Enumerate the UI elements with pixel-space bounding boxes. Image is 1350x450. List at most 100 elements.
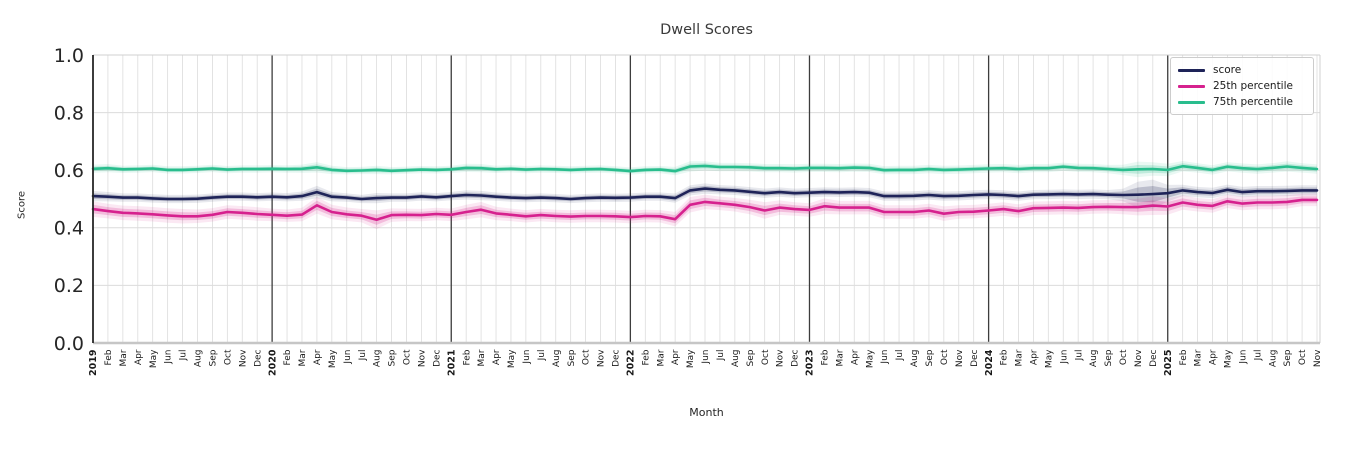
- x-tick-label-month: Jun: [164, 350, 174, 365]
- x-tick-label-month: Dec: [791, 349, 801, 366]
- x-tick-label-month: Aug: [1089, 350, 1099, 368]
- x-tick-label-month: Mar: [835, 349, 845, 366]
- x-tick-label-month: Apr: [134, 349, 144, 365]
- x-tick-label-month: May: [1044, 349, 1054, 368]
- x-tick-label-month: Aug: [552, 350, 562, 368]
- series-score: [91, 179, 1319, 209]
- y-tick-label: 0.2: [54, 275, 84, 297]
- x-tick-label-month: Mar: [119, 349, 129, 366]
- chart-title: Dwell Scores: [660, 22, 753, 38]
- x-tick-label-month: Sep: [388, 349, 398, 366]
- x-tick-label-month: Apr: [1029, 349, 1039, 365]
- x-tick-label-month: Sep: [1104, 349, 1114, 366]
- x-tick-label-month: Feb: [462, 349, 472, 365]
- x-tick-label-month: Sep: [567, 349, 577, 366]
- x-tick-label-month: May: [686, 349, 696, 368]
- score-line-swatch: [1178, 68, 1205, 72]
- x-tick-label-month: Jun: [1059, 350, 1069, 365]
- x-tick-label-month: Sep: [208, 349, 218, 366]
- x-tick-label-month: Aug: [910, 350, 920, 368]
- x-tick-label-month: Mar: [1194, 349, 1204, 366]
- year-boundary-lines: [271, 55, 1169, 343]
- x-tick-label-month: Dec: [432, 349, 442, 366]
- x-tick-label-month: Aug: [373, 350, 383, 368]
- y-tick-label: 1.0: [54, 45, 84, 67]
- x-tick-label-month: Feb: [1000, 349, 1010, 365]
- x-tick-label-month: Nov: [597, 349, 607, 367]
- x-tick-label-month: Sep: [1283, 349, 1293, 366]
- x-tick-label-month: Oct: [582, 349, 592, 365]
- x-tick-label-month: Dec: [1149, 349, 1159, 366]
- x-tick-label-month: May: [865, 349, 875, 368]
- series-75th-percentile: [91, 161, 1319, 178]
- p75-line-swatch: [1178, 100, 1205, 104]
- series-25th-percentile: [91, 193, 1319, 230]
- x-tick-label-month: Jun: [880, 350, 890, 365]
- x-tick-label-month: Mar: [656, 349, 666, 366]
- x-tick-label-month: Mar: [477, 349, 487, 366]
- x-tick-label-month: Jul: [895, 350, 905, 362]
- x-tick-label-year: 2020: [267, 349, 278, 376]
- x-tick-label-month: May: [1223, 349, 1233, 368]
- x-tick-label-year: 2022: [626, 350, 637, 376]
- x-tick-label-month: Dec: [611, 349, 621, 366]
- x-tick-label-month: Oct: [403, 349, 413, 365]
- y-tick-label: 0.0: [54, 333, 84, 355]
- x-tick-label-month: Nov: [1313, 349, 1323, 367]
- x-tick-label-month: Nov: [417, 349, 427, 367]
- x-tick-label-month: Feb: [641, 349, 651, 365]
- legend-label: score: [1213, 64, 1242, 76]
- x-tick-label-month: Feb: [1179, 349, 1189, 365]
- y-tick-label: 0.8: [54, 102, 84, 124]
- x-tick-label-month: Jul: [1253, 350, 1263, 362]
- x-tick-label-year: 2024: [984, 349, 995, 376]
- ci-band-outer: [93, 179, 1317, 209]
- x-tick-label-month: Dec: [253, 349, 263, 366]
- ci-band: [93, 196, 1317, 225]
- x-tick-label-month: Jun: [701, 350, 711, 365]
- x-tick-label-month: Aug: [1268, 350, 1278, 368]
- legend-label: 25th percentile: [1213, 80, 1293, 92]
- p25-line-swatch: [1178, 84, 1205, 88]
- x-tick-label-month: Nov: [1134, 349, 1144, 367]
- x-tick-label-month: Oct: [223, 349, 233, 365]
- x-tick-label-month: Mar: [1015, 349, 1025, 366]
- y-tick-label: 0.6: [54, 160, 84, 182]
- x-tick-label-month: Sep: [746, 349, 756, 366]
- x-tick-label-month: Apr: [313, 349, 323, 365]
- x-tick-label-month: Oct: [761, 349, 771, 365]
- y-tick-label: 0.4: [54, 218, 84, 240]
- x-tick-label-year: 2021: [446, 350, 457, 376]
- legend-item-75th-percentile: 75th percentile: [1171, 94, 1307, 110]
- series-line: [91, 198, 1319, 221]
- series-line: [91, 187, 1319, 201]
- x-tick-label-month: Nov: [238, 349, 248, 367]
- x-tick-label-month: Oct: [1119, 349, 1129, 365]
- x-tick-label-month: Apr: [492, 349, 502, 365]
- x-tick-label-month: Dec: [970, 349, 980, 366]
- x-tick-label-month: Jul: [716, 350, 726, 362]
- x-tick-label-month: Mar: [298, 349, 308, 366]
- x-tick-label-month: Aug: [194, 350, 204, 368]
- x-tick-label-month: Apr: [1209, 349, 1219, 365]
- x-tick-label-month: Jul: [537, 350, 547, 362]
- x-tick-label-month: Apr: [671, 349, 681, 365]
- x-tick-label-month: Oct: [1298, 349, 1308, 365]
- x-tick-label-month: May: [149, 349, 159, 368]
- x-tick-label-month: May: [328, 349, 338, 368]
- x-tick-label-month: Jun: [1238, 350, 1248, 365]
- x-tick-label-month: Apr: [850, 349, 860, 365]
- x-tick-label-month: Aug: [731, 350, 741, 368]
- x-tick-label-month: Sep: [925, 349, 935, 366]
- y-tick-labels: 0.0 0.2 0.4 0.6 0.8 1.0: [54, 45, 84, 355]
- x-tick-label-month: Feb: [820, 349, 830, 365]
- x-tick-label-year: 2019: [88, 350, 99, 376]
- x-tick-label-month: Nov: [955, 349, 965, 367]
- x-axis-label: Month: [689, 406, 724, 419]
- legend: score 25th percentile 75th percentile: [1170, 57, 1314, 115]
- x-tick-label-month: Jul: [179, 350, 189, 362]
- legend-label: 75th percentile: [1213, 96, 1293, 108]
- series-line: [91, 164, 1319, 173]
